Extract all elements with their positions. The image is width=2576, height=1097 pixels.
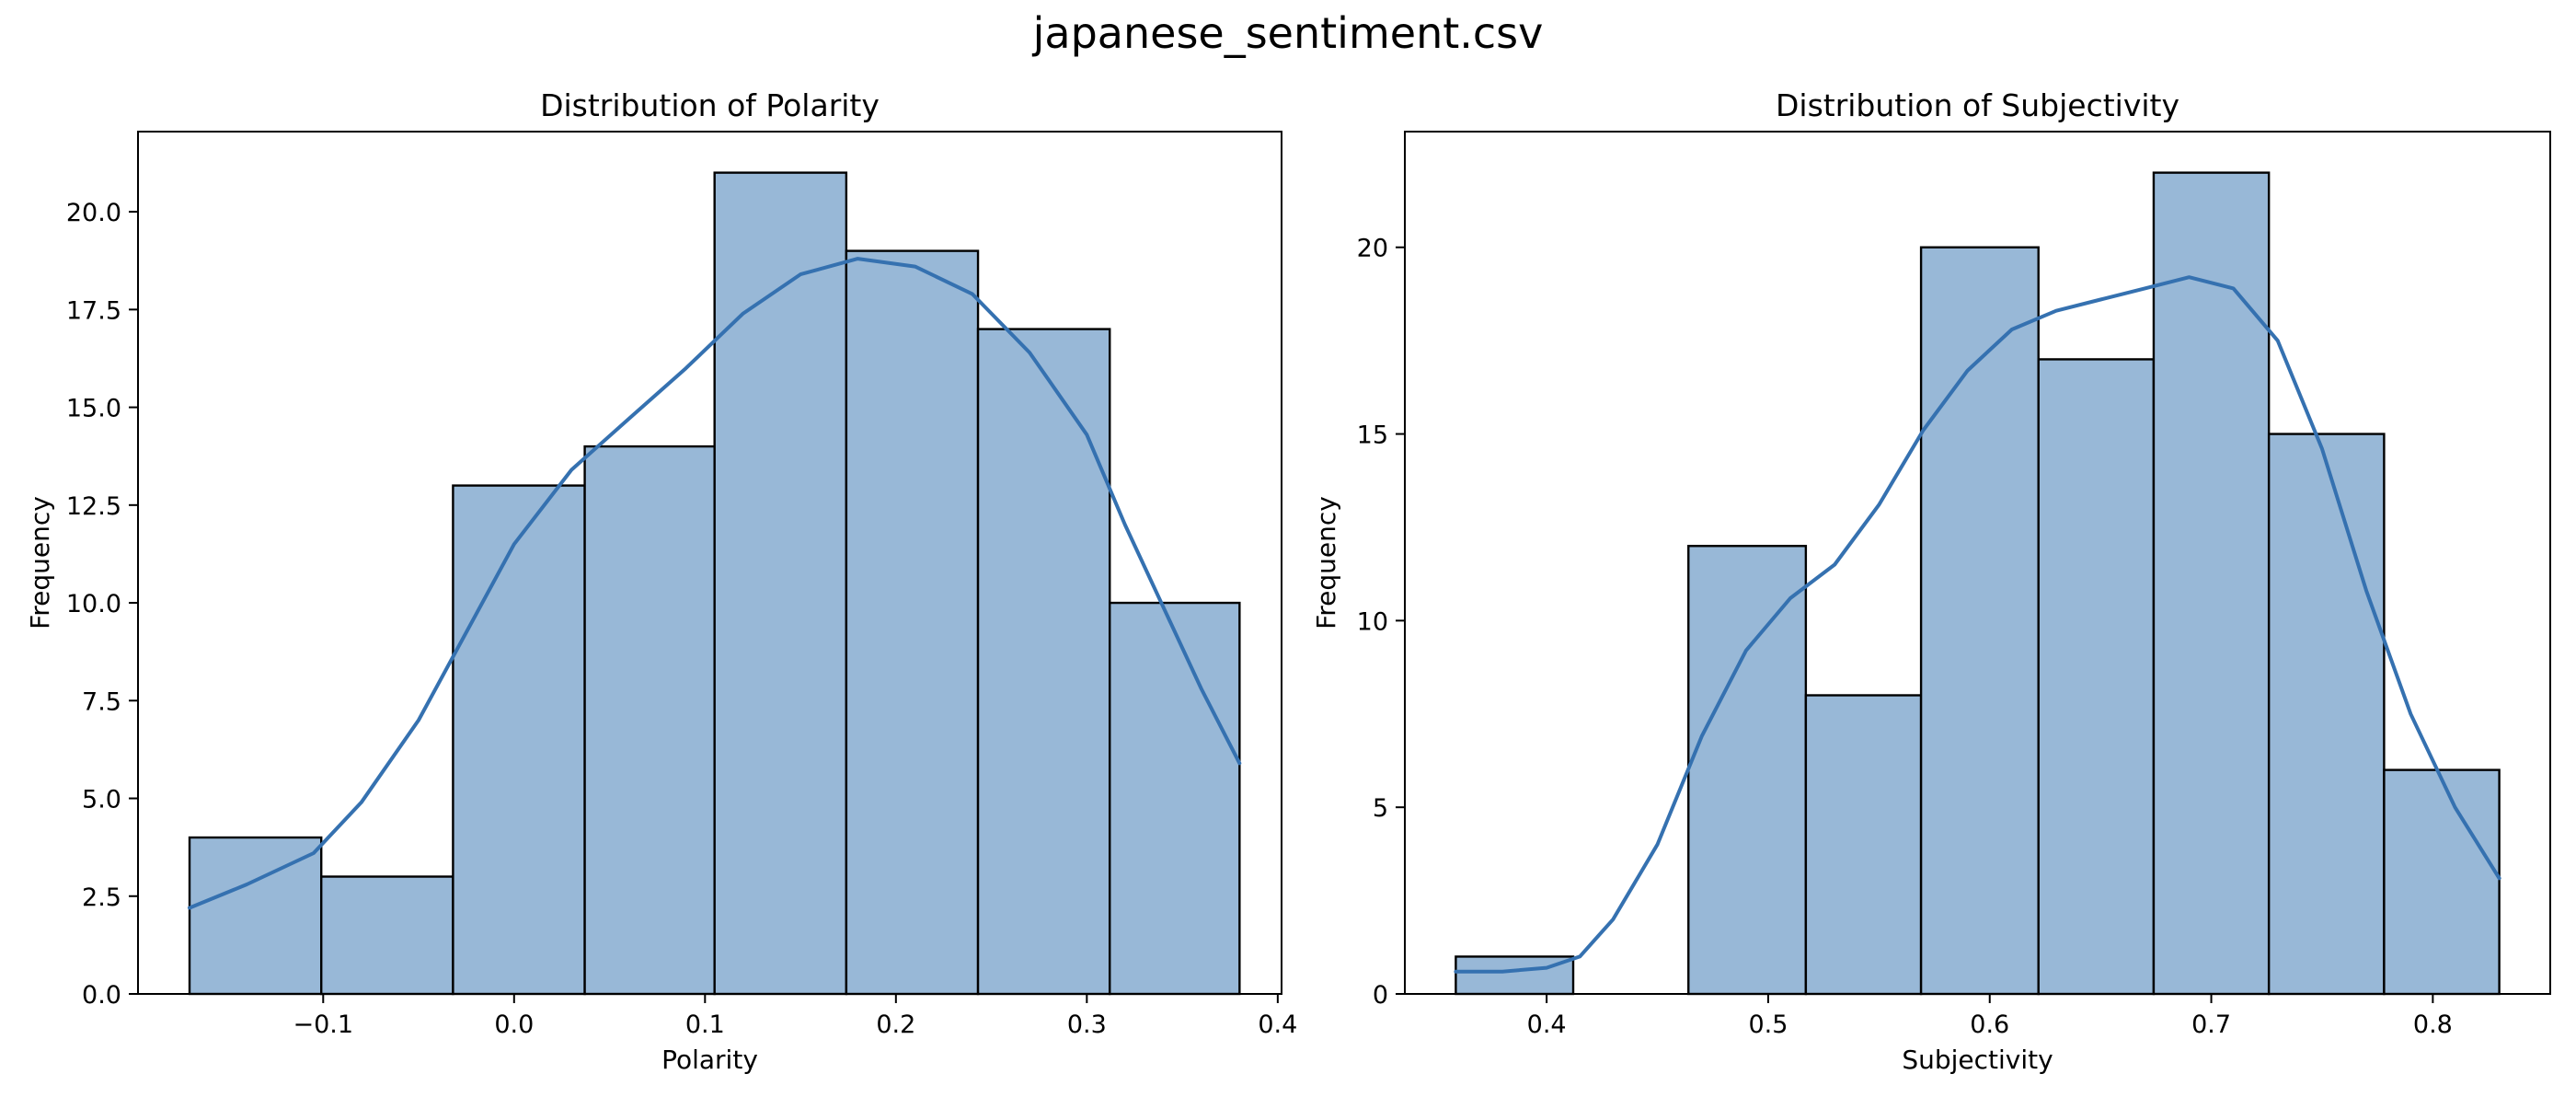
polarity-bar xyxy=(845,249,980,996)
polarity-x-tick-label: 0.3 xyxy=(1067,1010,1107,1039)
subjectivity-x-tick-label: 0.4 xyxy=(1527,1010,1567,1039)
subjectivity-y-axis-label: Frequency xyxy=(1311,496,1341,629)
subjectivity-x-axis-label: Subjectivity xyxy=(1902,1045,2053,1075)
polarity-bar xyxy=(976,328,1111,996)
subjectivity-bar xyxy=(2037,358,2156,996)
figure-suptitle: japanese_sentiment.csv xyxy=(1032,8,1544,58)
polarity-bar xyxy=(188,836,323,996)
subjectivity-bar xyxy=(1687,545,1808,996)
polarity-y-tick-label: 7.5 xyxy=(82,687,121,716)
polarity-y-axis-label: Frequency xyxy=(25,496,55,629)
polarity-y-tick-label: 10.0 xyxy=(66,590,121,618)
polarity-y-tick-label: 12.5 xyxy=(66,492,121,521)
subjectivity-axes-frame xyxy=(1404,131,2551,995)
polarity-axes-frame xyxy=(137,131,1282,995)
subjectivity-bar xyxy=(2152,171,2271,996)
subjectivity-y-tick-label: 20 xyxy=(1357,235,1388,263)
polarity-y-tick-label: 0.0 xyxy=(82,981,121,1010)
subjectivity-y-tick-label: 10 xyxy=(1357,607,1388,636)
polarity-y-tick-label: 2.5 xyxy=(82,883,121,912)
subjectivity-chart-title: Distribution of Subjectivity xyxy=(1776,87,2179,123)
polarity-x-axis-label: Polarity xyxy=(661,1045,758,1075)
subjectivity-bar xyxy=(1919,246,2040,996)
polarity-x-tick-label: 0.4 xyxy=(1258,1010,1297,1039)
polarity-y-tick-label: 5.0 xyxy=(82,786,121,814)
polarity-bar xyxy=(452,484,586,996)
polarity-kde-line xyxy=(188,257,1242,910)
subjectivity-histogram-panel: 0.4 0.5 0.6 0.7 0.8 0 5 10 15 20 Distribution of S… xyxy=(1311,87,2551,1075)
polarity-histogram-panel: −0.1 0.0 0.1 0.2 0.3 0.4 0.0 2.5 5.0 7.5 10.0 12.5 1… xyxy=(25,87,1297,1075)
polarity-bar xyxy=(1109,601,1241,996)
polarity-y-tick-label: 15.0 xyxy=(66,395,121,423)
subjectivity-x-tick-label: 0.7 xyxy=(2191,1010,2231,1039)
polarity-x-tick-label: −0.1 xyxy=(293,1010,354,1039)
subjectivity-x-tick-label: 0.5 xyxy=(1748,1010,1788,1039)
subjectivity-x-tick-label: 0.6 xyxy=(1970,1010,2009,1039)
polarity-x-tick-label: 0.0 xyxy=(494,1010,534,1039)
polarity-bar xyxy=(320,875,454,996)
subjectivity-y-tick-label: 5 xyxy=(1373,794,1388,823)
subjectivity-kde-line xyxy=(1454,275,2501,974)
polarity-bar xyxy=(583,445,716,996)
subjectivity-bar xyxy=(2383,768,2501,996)
subjectivity-bar xyxy=(2267,433,2386,996)
polarity-y-tick-label: 17.5 xyxy=(66,296,121,325)
polarity-x-tick-label: 0.2 xyxy=(876,1010,915,1039)
subjectivity-bar xyxy=(1804,694,1923,996)
polarity-bar xyxy=(713,171,848,996)
subjectivity-x-tick-label: 0.8 xyxy=(2413,1010,2453,1039)
subjectivity-y-tick-label: 15 xyxy=(1357,421,1388,450)
subjectivity-y-tick-label: 0 xyxy=(1373,981,1388,1010)
subjectivity-bar xyxy=(1455,955,1575,996)
polarity-chart-title: Distribution of Polarity xyxy=(540,87,880,123)
polarity-x-tick-label: 0.1 xyxy=(685,1010,725,1039)
polarity-y-tick-label: 20.0 xyxy=(66,199,121,227)
